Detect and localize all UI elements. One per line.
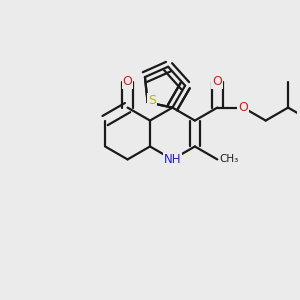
Text: CH₃: CH₃ xyxy=(220,154,239,164)
Text: O: O xyxy=(238,101,248,114)
Text: S: S xyxy=(148,94,156,107)
Text: O: O xyxy=(123,75,133,88)
Text: O: O xyxy=(212,75,222,88)
Text: NH: NH xyxy=(164,153,181,166)
